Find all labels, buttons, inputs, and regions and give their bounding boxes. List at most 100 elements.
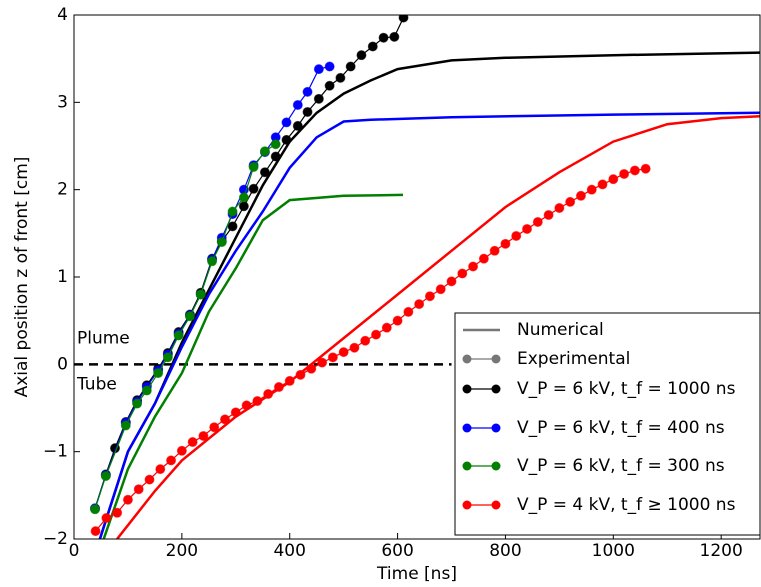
data-point xyxy=(144,474,155,485)
data-point xyxy=(216,237,227,248)
data-point xyxy=(324,80,335,91)
annotation: Plume xyxy=(77,328,130,348)
legend-marker xyxy=(491,461,501,471)
data-point xyxy=(176,445,187,456)
data-point xyxy=(446,276,457,287)
y-tick-label: −2 xyxy=(43,529,68,549)
x-tick-label: 0 xyxy=(69,541,80,561)
data-point xyxy=(532,216,543,227)
data-point xyxy=(209,422,220,433)
legend-marker xyxy=(462,423,472,433)
data-point xyxy=(398,15,409,23)
data-point xyxy=(367,41,378,52)
data-point xyxy=(112,507,123,518)
data-point xyxy=(292,120,303,131)
data-point xyxy=(120,420,131,431)
x-tick-label: 800 xyxy=(489,541,521,561)
y-tick-label: 2 xyxy=(57,180,68,200)
data-point xyxy=(554,203,565,214)
data-point xyxy=(575,190,586,201)
numerical-line xyxy=(98,111,760,539)
data-point xyxy=(435,284,446,295)
data-point xyxy=(227,221,238,232)
data-point xyxy=(263,389,274,400)
legend-marker xyxy=(491,354,501,364)
data-point xyxy=(392,315,403,326)
legend-marker xyxy=(491,423,501,433)
data-point xyxy=(162,352,173,363)
data-point xyxy=(543,209,554,220)
legend-label: V_P = 4 kV, t_f ≥ 1000 ns xyxy=(517,495,736,515)
data-point xyxy=(259,167,270,178)
y-tick-label: 4 xyxy=(57,5,68,25)
experimental-line xyxy=(94,17,405,509)
legend-label: Numerical xyxy=(517,320,604,340)
x-tick-label: 1000 xyxy=(592,541,635,561)
data-point xyxy=(122,494,133,505)
data-point xyxy=(141,385,152,396)
data-point xyxy=(511,230,522,241)
data-point xyxy=(597,179,608,190)
data-point xyxy=(153,368,164,379)
data-point xyxy=(207,256,218,267)
legend-label: Experimental xyxy=(517,349,630,369)
data-point xyxy=(414,299,425,310)
data-point xyxy=(273,382,284,393)
y-tick-label: 3 xyxy=(57,92,68,112)
legend-label: V_P = 6 kV, t_f = 1000 ns xyxy=(517,379,736,399)
data-point xyxy=(155,464,166,475)
data-point xyxy=(252,396,263,407)
data-point xyxy=(457,268,468,279)
legend-marker xyxy=(462,461,472,471)
data-point xyxy=(295,369,306,380)
experimental-line xyxy=(94,65,330,509)
data-point xyxy=(500,238,511,249)
data-point xyxy=(241,400,252,411)
data-point xyxy=(489,245,500,256)
legend-label: V_P = 6 kV, t_f = 400 ns xyxy=(517,418,725,438)
data-point xyxy=(338,347,349,358)
data-point xyxy=(345,61,356,72)
data-point xyxy=(565,196,576,207)
x-tick-label: 1200 xyxy=(700,541,743,561)
data-point xyxy=(349,342,360,353)
data-point xyxy=(389,31,400,42)
plot-frame xyxy=(73,14,761,540)
data-point xyxy=(292,99,303,110)
data-point xyxy=(327,352,338,363)
data-point xyxy=(166,455,177,466)
data-point xyxy=(306,363,317,374)
data-point xyxy=(187,437,198,448)
legend-marker xyxy=(491,500,501,510)
data-point xyxy=(371,329,382,340)
legend-box xyxy=(454,312,761,536)
data-point xyxy=(230,407,241,418)
data-point xyxy=(313,64,324,75)
legend-marker xyxy=(462,384,472,394)
x-axis-label: Time [ns] xyxy=(376,564,457,584)
data-point xyxy=(238,201,249,212)
legend-label: V_P = 6 kV, t_f = 300 ns xyxy=(517,456,725,476)
experimental-line xyxy=(95,168,646,532)
data-point xyxy=(324,61,335,72)
data-point xyxy=(238,192,249,203)
data-point xyxy=(478,253,489,264)
data-point xyxy=(317,357,328,368)
data-point xyxy=(101,513,112,524)
data-point xyxy=(173,330,184,341)
data-point xyxy=(302,86,313,97)
x-tick-label: 200 xyxy=(166,541,198,561)
data-point xyxy=(270,139,281,150)
data-point xyxy=(281,134,292,145)
data-point xyxy=(608,174,619,185)
data-point xyxy=(302,106,313,117)
data-point xyxy=(184,311,195,322)
y-axis-label: Axial position z of front [cm] xyxy=(12,157,32,398)
data-point xyxy=(356,50,367,61)
data-point xyxy=(198,430,209,441)
data-point xyxy=(284,375,295,386)
data-point xyxy=(248,161,259,172)
legend-marker xyxy=(462,500,472,510)
data-point xyxy=(403,306,414,317)
data-point xyxy=(281,117,292,128)
